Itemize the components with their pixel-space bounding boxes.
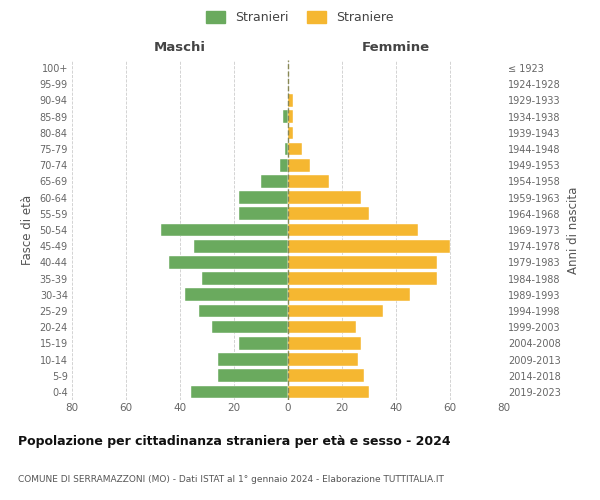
- Bar: [288, 370, 364, 382]
- Bar: [193, 240, 288, 252]
- Text: Maschi: Maschi: [154, 40, 206, 54]
- Bar: [169, 256, 288, 268]
- Bar: [288, 126, 293, 139]
- Bar: [288, 142, 302, 156]
- Text: Popolazione per cittadinanza straniera per età e sesso - 2024: Popolazione per cittadinanza straniera p…: [18, 435, 451, 448]
- Bar: [218, 353, 288, 366]
- Text: COMUNE DI SERRAMAZZONI (MO) - Dati ISTAT al 1° gennaio 2024 - Elaborazione TUTTI: COMUNE DI SERRAMAZZONI (MO) - Dati ISTAT…: [18, 475, 444, 484]
- Bar: [283, 110, 288, 123]
- Bar: [161, 224, 288, 236]
- Bar: [239, 192, 288, 204]
- Bar: [288, 208, 369, 220]
- Bar: [261, 175, 288, 188]
- Bar: [239, 208, 288, 220]
- Bar: [239, 337, 288, 349]
- Y-axis label: Fasce di età: Fasce di età: [21, 195, 34, 265]
- Bar: [212, 321, 288, 334]
- Bar: [288, 256, 437, 268]
- Bar: [288, 353, 358, 366]
- Bar: [288, 240, 450, 252]
- Bar: [288, 159, 310, 172]
- Bar: [199, 304, 288, 318]
- Text: Femmine: Femmine: [362, 40, 430, 54]
- Bar: [288, 175, 329, 188]
- Bar: [288, 386, 369, 398]
- Bar: [218, 370, 288, 382]
- Bar: [202, 272, 288, 285]
- Bar: [288, 304, 383, 318]
- Bar: [288, 321, 355, 334]
- Bar: [288, 337, 361, 349]
- Bar: [288, 288, 409, 301]
- Bar: [288, 94, 293, 107]
- Bar: [288, 110, 293, 123]
- Bar: [191, 386, 288, 398]
- Bar: [286, 142, 288, 156]
- Bar: [185, 288, 288, 301]
- Bar: [280, 159, 288, 172]
- Bar: [288, 224, 418, 236]
- Bar: [288, 272, 437, 285]
- Bar: [288, 192, 361, 204]
- Y-axis label: Anni di nascita: Anni di nascita: [566, 186, 580, 274]
- Legend: Stranieri, Straniere: Stranieri, Straniere: [206, 11, 394, 24]
